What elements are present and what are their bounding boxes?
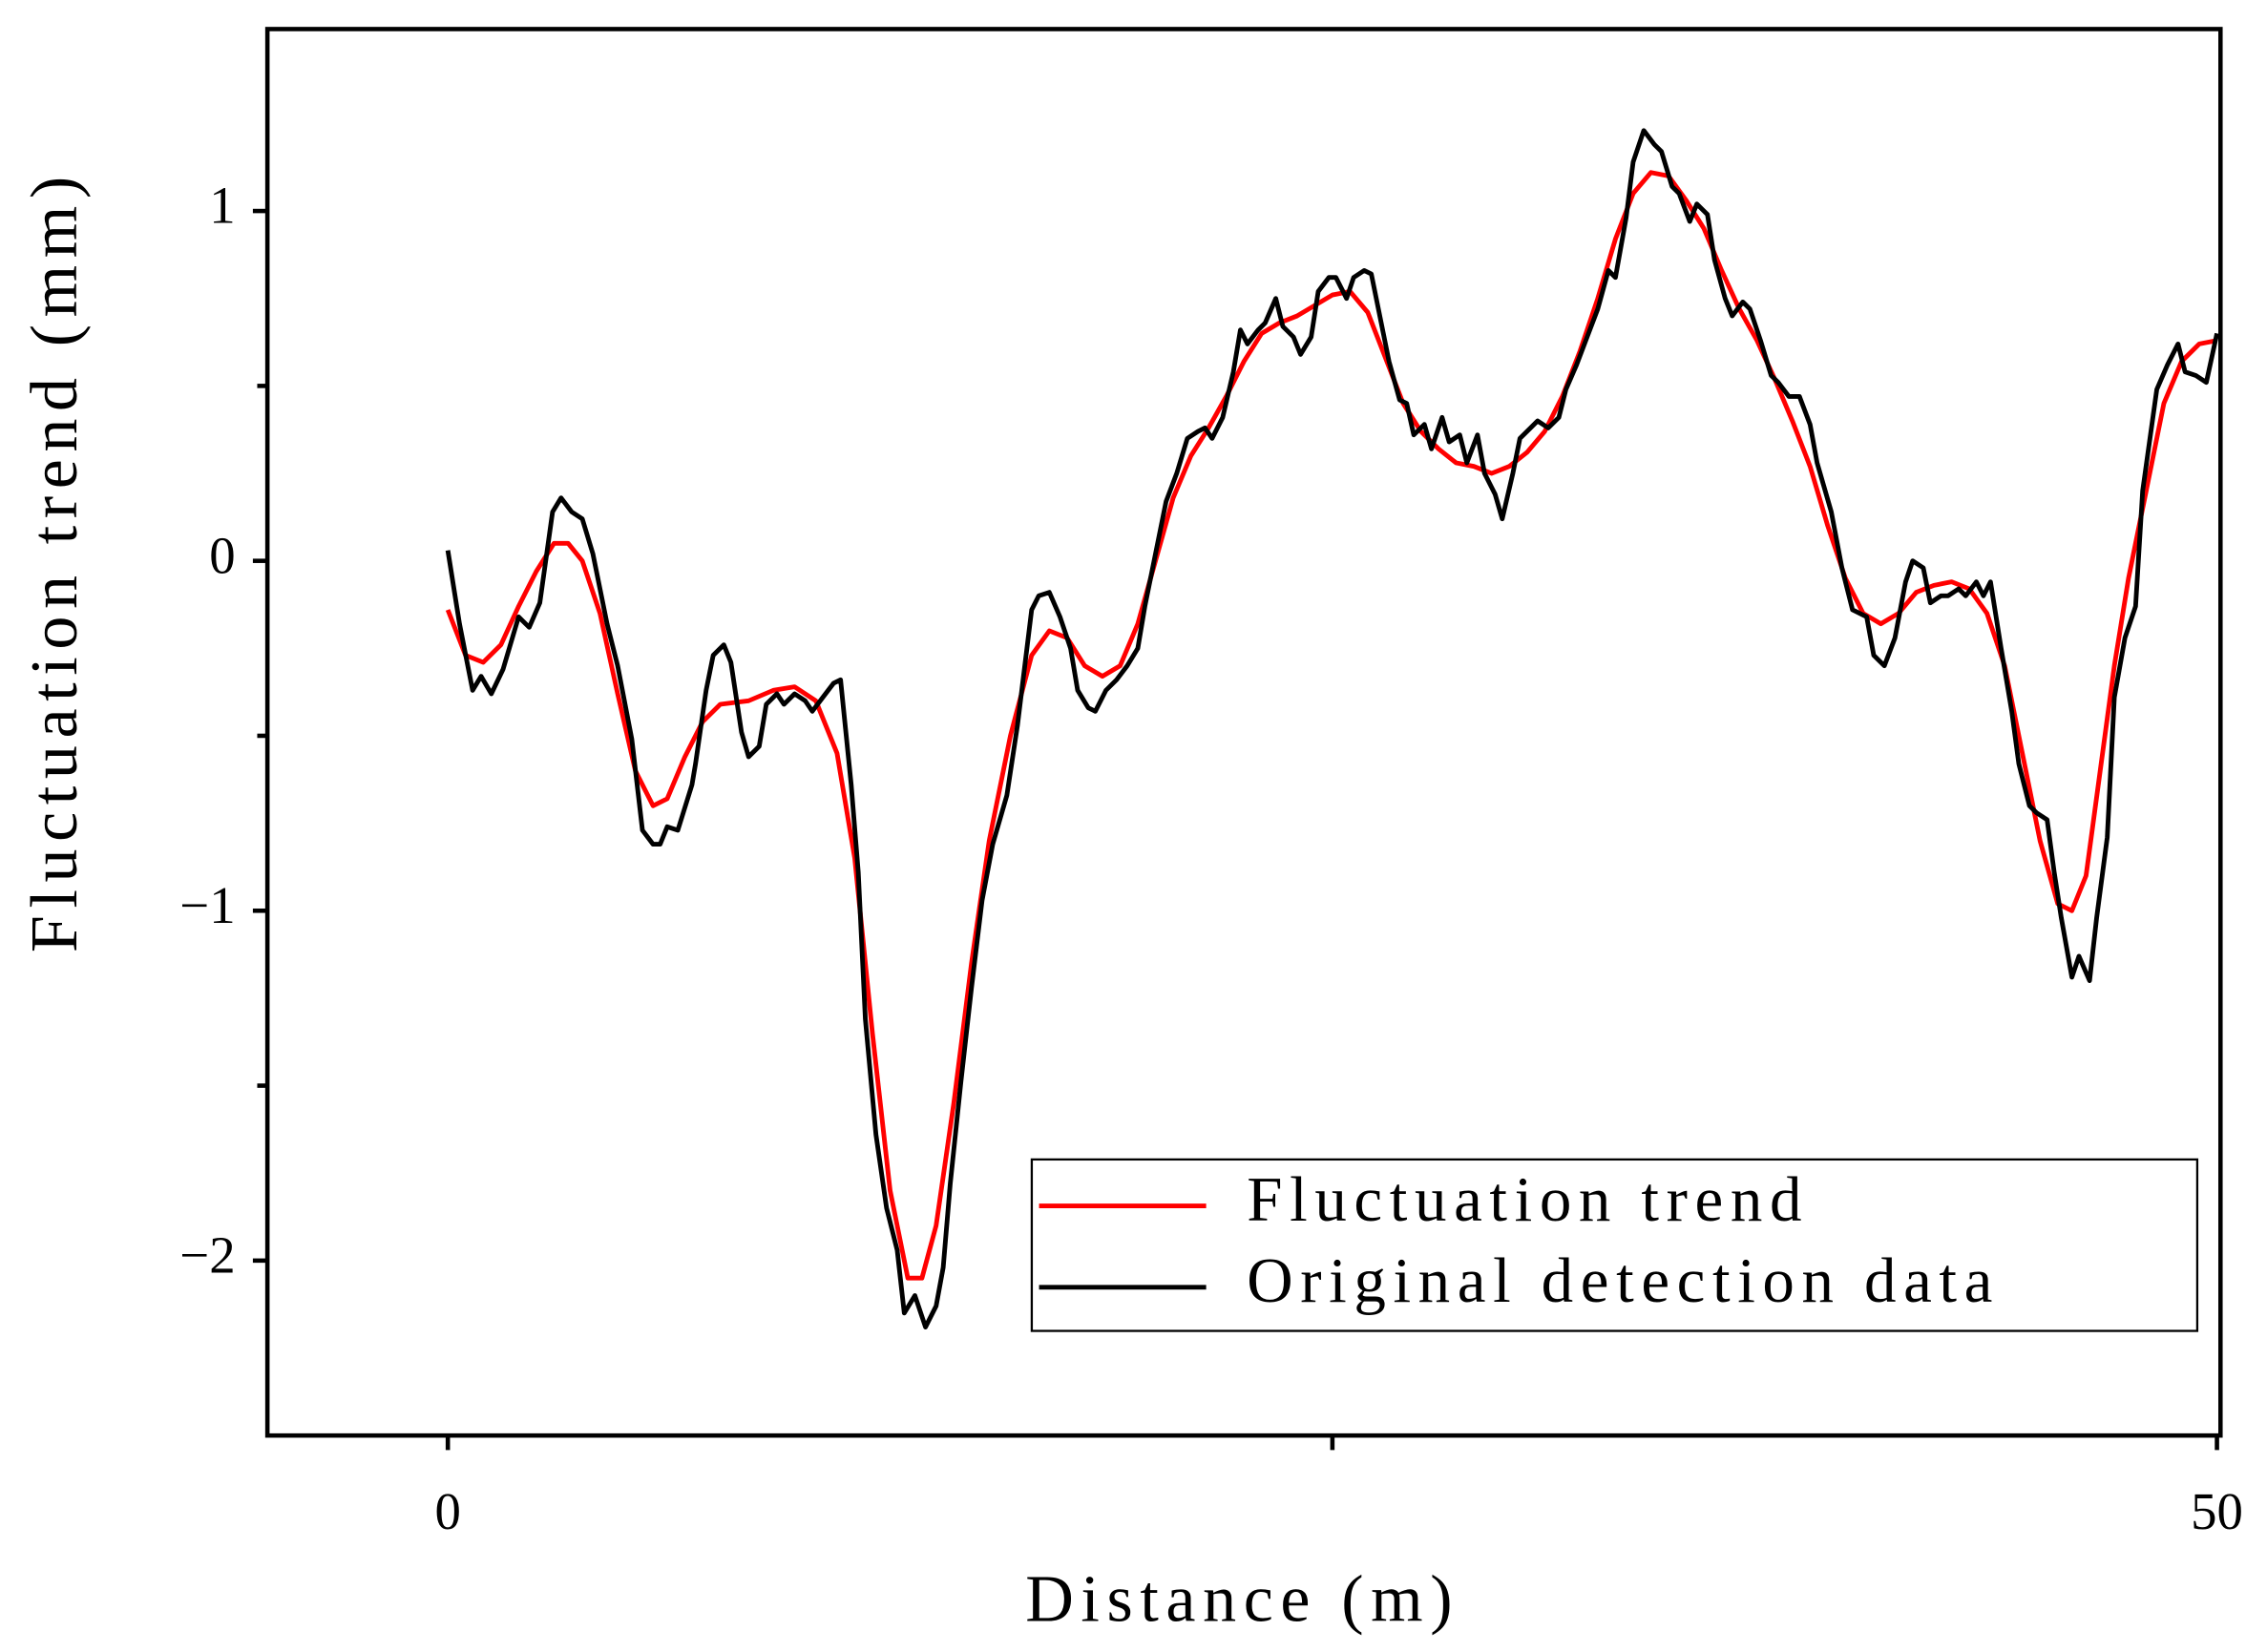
- series-line: [445, 170, 2218, 1281]
- y-tick-label: 1: [209, 177, 235, 235]
- x-tick-label: 50: [2191, 1482, 2243, 1540]
- y-tick-label: 0: [209, 526, 235, 584]
- y-axis-title: Fluctuation trend (mm): [18, 169, 92, 952]
- legend-box: [1030, 1158, 2199, 1332]
- x-axis-title: Distance (m): [1025, 1562, 1459, 1636]
- x-tick-label: 0: [434, 1482, 460, 1540]
- y-tick-label: −2: [179, 1225, 235, 1284]
- plot-frame: [264, 27, 2223, 1438]
- legend-label: Original detection data: [1247, 1245, 2000, 1316]
- y-tick-label: −1: [179, 876, 235, 934]
- legend-label: Fluctuation trend: [1247, 1164, 1809, 1235]
- series-line: [445, 128, 2219, 1329]
